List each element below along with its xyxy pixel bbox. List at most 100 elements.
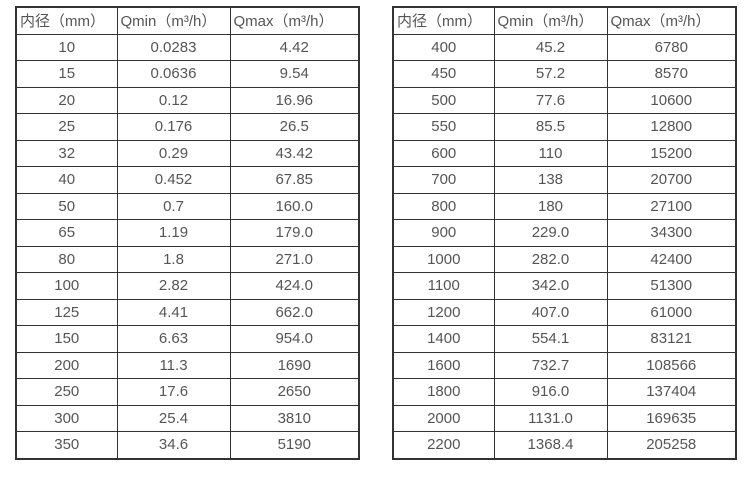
table-cell: 0.176 (116, 113, 231, 141)
table-cell: 342.0 (493, 272, 608, 300)
table-cell: 916.0 (493, 378, 608, 406)
table-cell: 2000 (392, 404, 495, 432)
table-cell: 350 (15, 431, 118, 459)
table-cell: 108566 (606, 351, 737, 379)
table-cell: 100 (15, 272, 118, 300)
col-header-qmin: Qmin（m³/h） (493, 6, 608, 35)
table-cell: 2200 (392, 431, 495, 459)
table-cell: 169635 (606, 404, 737, 432)
table-cell: 5190 (229, 431, 360, 459)
table-row: 400 45.2 6780 (392, 33, 737, 61)
table-cell: 51300 (606, 272, 737, 300)
table-header: 内径（mm） Qmin（m³/h） Qmax（m³/h） (15, 6, 360, 35)
table-cell: 77.6 (493, 86, 608, 114)
table-cell: 1100 (392, 272, 495, 300)
table-cell: 34.6 (116, 431, 231, 459)
table-cell: 554.1 (493, 325, 608, 353)
table-cell: 300 (15, 404, 118, 432)
table-cell: 1400 (392, 325, 495, 353)
table-cell: 205258 (606, 431, 737, 459)
table-cell: 26.5 (229, 113, 360, 141)
table-cell: 6.63 (116, 325, 231, 353)
table-cell: 550 (392, 113, 495, 141)
col-header-qmin: Qmin（m³/h） (116, 6, 231, 35)
table-row: 100 2.82 424.0 (15, 272, 360, 300)
table-row: 50 0.7 160.0 (15, 192, 360, 220)
table-cell: 250 (15, 378, 118, 406)
table-cell: 45.2 (493, 33, 608, 61)
table-cell: 50 (15, 192, 118, 220)
table-cell: 15 (15, 60, 118, 88)
table-cell: 43.42 (229, 139, 360, 167)
table-cell: 450 (392, 60, 495, 88)
table-cell: 282.0 (493, 245, 608, 273)
table-cell: 179.0 (229, 219, 360, 247)
table-cell: 83121 (606, 325, 737, 353)
table-row: 150 6.63 954.0 (15, 325, 360, 353)
table-cell: 15200 (606, 139, 737, 167)
table-row: 20 0.12 16.96 (15, 86, 360, 114)
table-cell: 700 (392, 166, 495, 194)
table-cell: 32 (15, 139, 118, 167)
table-row: 350 34.6 5190 (15, 431, 360, 459)
table-cell: 80 (15, 245, 118, 273)
table-cell: 2.82 (116, 272, 231, 300)
table-cell: 57.2 (493, 60, 608, 88)
table-row: 250 17.6 2650 (15, 378, 360, 406)
table-cell: 65 (15, 219, 118, 247)
table-cell: 8570 (606, 60, 737, 88)
table-row: 500 77.6 10600 (392, 86, 737, 114)
table-cell: 12800 (606, 113, 737, 141)
table-cell: 20 (15, 86, 118, 114)
table-row: 65 1.19 179.0 (15, 219, 360, 247)
col-header-diameter: 内径（mm） (392, 6, 495, 35)
col-header-diameter: 内径（mm） (15, 6, 118, 35)
table-cell: 27100 (606, 192, 737, 220)
table-row: 900 229.0 34300 (392, 219, 737, 247)
table-cell: 1200 (392, 298, 495, 326)
table-cell: 137404 (606, 378, 737, 406)
table-cell: 110 (493, 139, 608, 167)
table-cell: 10 (15, 33, 118, 61)
table-cell: 1131.0 (493, 404, 608, 432)
table-cell: 85.5 (493, 113, 608, 141)
table-cell: 229.0 (493, 219, 608, 247)
table-cell: 9.54 (229, 60, 360, 88)
table-cell: 1800 (392, 378, 495, 406)
table-cell: 4.42 (229, 33, 360, 61)
table-cell: 125 (15, 298, 118, 326)
table-cell: 4.41 (116, 298, 231, 326)
table-cell: 0.452 (116, 166, 231, 194)
col-header-qmax: Qmax（m³/h） (229, 6, 360, 35)
table-cell: 1368.4 (493, 431, 608, 459)
table-cell: 954.0 (229, 325, 360, 353)
table-row: 1200 407.0 61000 (392, 298, 737, 326)
table-cell: 800 (392, 192, 495, 220)
table-row: 1600 732.7 108566 (392, 351, 737, 379)
table-row: 1100 342.0 51300 (392, 272, 737, 300)
table-cell: 11.3 (116, 351, 231, 379)
table-row: 125 4.41 662.0 (15, 298, 360, 326)
table-cell: 61000 (606, 298, 737, 326)
table-cell: 150 (15, 325, 118, 353)
table-cell: 200 (15, 351, 118, 379)
table-row: 1400 554.1 83121 (392, 325, 737, 353)
table-cell: 40 (15, 166, 118, 194)
table-row: 200 11.3 1690 (15, 351, 360, 379)
table-row: 25 0.176 26.5 (15, 113, 360, 141)
header-row: 内径（mm） Qmin（m³/h） Qmax（m³/h） (392, 6, 737, 35)
flow-table-large-diameters: 内径（mm） Qmin（m³/h） Qmax（m³/h） 400 45.2 6780… (392, 6, 737, 460)
table-cell: 16.96 (229, 86, 360, 114)
table-cell: 271.0 (229, 245, 360, 273)
table-cell: 0.29 (116, 139, 231, 167)
table-cell: 3810 (229, 404, 360, 432)
table-row: 80 1.8 271.0 (15, 245, 360, 273)
table-cell: 1.19 (116, 219, 231, 247)
table-cell: 42400 (606, 245, 737, 273)
table-row: 800 180 27100 (392, 192, 737, 220)
table-cell: 0.7 (116, 192, 231, 220)
table-row: 600 110 15200 (392, 139, 737, 167)
table-cell: 67.85 (229, 166, 360, 194)
header-row: 内径（mm） Qmin（m³/h） Qmax（m³/h） (15, 6, 360, 35)
table-cell: 662.0 (229, 298, 360, 326)
